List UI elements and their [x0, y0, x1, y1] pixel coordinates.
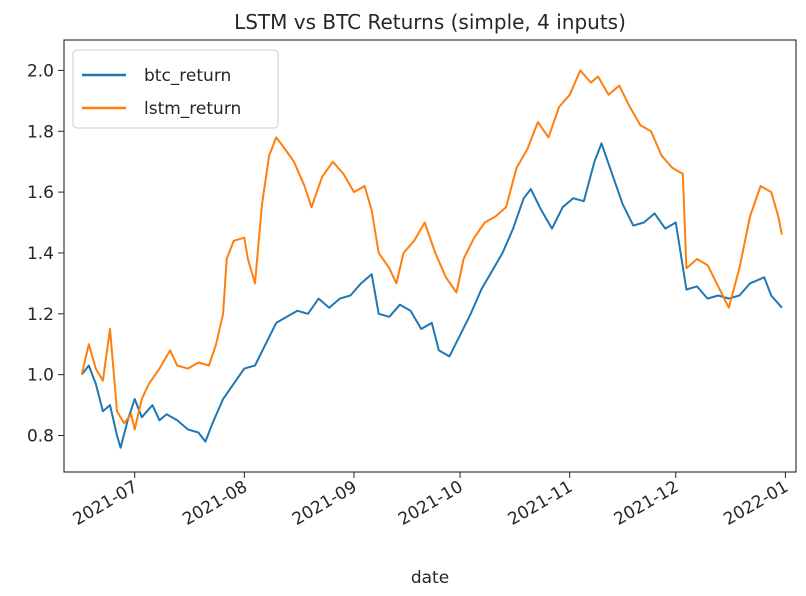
y-tick-label: 2.0 [27, 61, 54, 81]
y-tick-label: 1.2 [27, 305, 54, 325]
x-tick-label: 2021-08 [179, 477, 251, 530]
y-tick-label: 0.8 [27, 426, 54, 446]
legend: btc_return lstm_return [72, 49, 279, 129]
x-tick-label: 2021-12 [611, 477, 683, 530]
legend-label-lstm-return: lstm_return [144, 99, 241, 119]
x-axis-label: date [411, 568, 449, 588]
axes-frame [63, 39, 797, 473]
x-axis: 2021-07 2021-08 2021-09 2021-10 2021-11 2021-… [70, 472, 792, 530]
x-tick-label: 2021-09 [289, 477, 361, 530]
legend-label-btc-return: btc_return [144, 66, 231, 86]
y-tick-label: 1.8 [27, 122, 54, 142]
x-tick-label: 2021-11 [505, 477, 577, 530]
x-tick-label: 2021-10 [395, 477, 467, 530]
chart-title: LSTM vs BTC Returns (simple, 4 inputs) [234, 10, 626, 34]
series-line-btc-return [80, 142, 783, 449]
plot-area [80, 69, 783, 449]
series-line-lstm-return [80, 69, 783, 431]
x-tick-label: 2022-01 [720, 477, 792, 530]
x-tick-label: 2021-07 [70, 477, 142, 530]
y-tick-label: 1.4 [27, 244, 54, 264]
y-tick-label: 1.0 [27, 366, 54, 386]
y-axis: 0.8 1.0 1.2 1.4 1.6 1.8 2.0 [27, 61, 64, 446]
y-tick-label: 1.6 [27, 183, 54, 203]
